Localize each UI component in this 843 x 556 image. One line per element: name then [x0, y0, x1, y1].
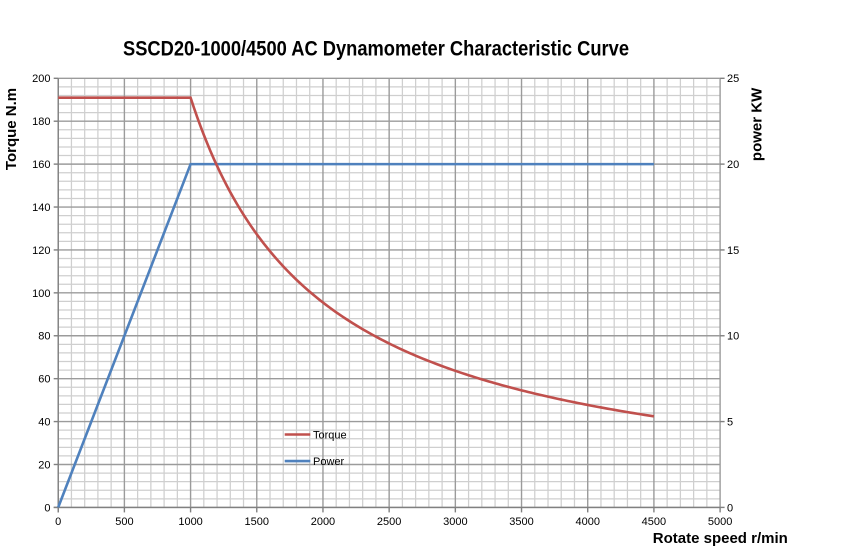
svg-text:2000: 2000 [311, 516, 335, 528]
svg-text:10: 10 [727, 331, 739, 343]
svg-text:20: 20 [727, 159, 739, 171]
svg-text:5000: 5000 [708, 516, 732, 528]
svg-text:200: 200 [32, 73, 50, 85]
svg-text:140: 140 [32, 202, 50, 214]
svg-text:power KW: power KW [749, 87, 766, 161]
svg-text:60: 60 [38, 374, 50, 386]
svg-text:100: 100 [32, 288, 50, 300]
svg-text:0: 0 [55, 516, 61, 528]
svg-text:2500: 2500 [377, 516, 401, 528]
svg-text:160: 160 [32, 159, 50, 171]
svg-text:40: 40 [38, 416, 50, 428]
svg-text:20: 20 [38, 459, 50, 471]
svg-text:25: 25 [727, 73, 739, 85]
svg-text:0: 0 [44, 502, 50, 514]
svg-text:3500: 3500 [509, 516, 533, 528]
svg-text:0: 0 [727, 502, 733, 514]
svg-text:Rotate speed r/min: Rotate speed r/min [653, 530, 788, 547]
svg-text:1000: 1000 [178, 516, 202, 528]
svg-text:15: 15 [727, 245, 739, 257]
svg-text:4500: 4500 [642, 516, 666, 528]
svg-text:Power: Power [313, 456, 345, 468]
svg-text:180: 180 [32, 116, 50, 128]
svg-text:500: 500 [115, 516, 133, 528]
svg-text:1500: 1500 [245, 516, 269, 528]
svg-text:80: 80 [38, 331, 50, 343]
svg-text:5: 5 [727, 416, 733, 428]
svg-text:3000: 3000 [443, 516, 467, 528]
svg-text:SSCD20-1000/4500 AC Dynamomete: SSCD20-1000/4500 AC Dynamometer Characte… [123, 38, 629, 61]
svg-text:120: 120 [32, 245, 50, 257]
svg-text:Torque N.m: Torque N.m [3, 88, 20, 170]
svg-text:Torque: Torque [313, 429, 347, 441]
svg-text:4000: 4000 [575, 516, 599, 528]
